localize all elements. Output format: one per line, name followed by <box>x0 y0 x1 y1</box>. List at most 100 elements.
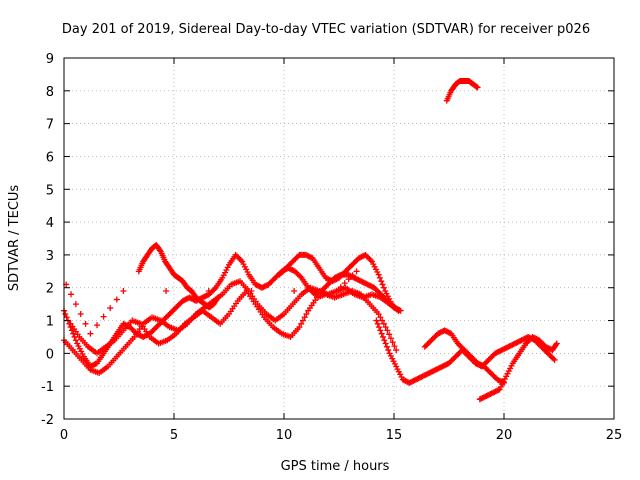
y-tick-label: 7 <box>46 118 54 133</box>
data-point <box>248 288 255 295</box>
data-point <box>353 268 360 275</box>
data-point <box>291 288 298 295</box>
data-point <box>553 340 560 347</box>
data-point <box>376 274 383 281</box>
data-point <box>94 322 100 329</box>
data-point <box>393 347 400 354</box>
data-point <box>378 278 385 285</box>
data-point <box>473 83 480 90</box>
data-point <box>386 331 393 338</box>
x-tick-labels: 0 5 10 15 20 25 <box>60 428 622 443</box>
data-point <box>389 339 396 346</box>
data-point <box>120 288 127 295</box>
data-point <box>367 257 374 264</box>
data-point <box>382 340 389 347</box>
data-point <box>63 314 70 321</box>
y-tick-label: -1 <box>41 380 54 395</box>
gridlines <box>64 58 614 419</box>
data-point <box>373 317 380 324</box>
series-arc-5 <box>276 251 402 314</box>
data-point <box>495 387 502 394</box>
y-tick-label: 2 <box>46 282 54 297</box>
data-point <box>345 276 352 283</box>
data-points <box>61 77 560 403</box>
data-point <box>211 286 218 293</box>
data-point <box>379 317 386 324</box>
data-point <box>387 335 394 342</box>
data-point <box>297 273 304 280</box>
data-point <box>380 320 387 327</box>
data-point <box>550 355 557 362</box>
x-tick-label: 15 <box>386 428 403 443</box>
data-point <box>72 337 79 344</box>
data-point <box>384 327 391 334</box>
data-point <box>383 343 390 350</box>
y-tick-label: 9 <box>46 52 54 67</box>
data-point <box>375 310 382 317</box>
x-tick-label: 25 <box>606 428 623 443</box>
data-point <box>337 284 344 291</box>
y-tick-label: 0 <box>46 347 54 362</box>
data-point <box>377 327 384 334</box>
y-tick-label: 6 <box>46 150 54 165</box>
data-point <box>379 281 386 288</box>
y-tick-label: 5 <box>46 183 54 198</box>
series-arc-9 <box>476 333 560 403</box>
data-point <box>333 288 340 295</box>
x-tick-label: 0 <box>60 428 68 443</box>
data-point <box>214 295 221 302</box>
data-point <box>82 320 89 327</box>
x-tick-label: 20 <box>496 428 513 443</box>
data-point <box>349 272 356 279</box>
data-point <box>341 280 348 287</box>
data-point <box>380 333 386 340</box>
data-point <box>377 314 384 321</box>
data-point <box>552 341 559 348</box>
data-point <box>107 305 114 312</box>
data-point <box>380 284 387 291</box>
plot-frame <box>63 57 615 420</box>
data-point <box>391 343 398 350</box>
data-point <box>394 306 401 313</box>
series-arc-8 <box>443 77 481 104</box>
data-point <box>296 324 303 331</box>
y-tick-label: -2 <box>41 413 54 428</box>
data-point <box>237 257 244 264</box>
data-point <box>205 288 212 295</box>
series-arc-3 <box>67 288 400 357</box>
y-tick-label: 4 <box>46 216 54 231</box>
data-point <box>385 347 392 354</box>
data-point <box>378 330 385 337</box>
series-arc-10 <box>63 268 360 337</box>
x-tick-label: 10 <box>276 428 293 443</box>
data-point <box>156 247 163 254</box>
data-point <box>381 337 388 344</box>
y-tick-label: 3 <box>46 249 54 264</box>
data-point <box>299 317 306 324</box>
data-point <box>87 330 94 337</box>
data-point <box>474 84 481 91</box>
y-tick-labels: -2 -1 0 1 2 3 4 5 6 7 8 9 <box>41 52 54 428</box>
axis-ticks <box>63 57 615 420</box>
data-point <box>301 314 308 321</box>
data-point <box>77 310 84 317</box>
data-point <box>303 310 310 317</box>
data-point <box>551 356 558 363</box>
data-point <box>100 313 107 320</box>
data-point <box>298 320 305 327</box>
data-point <box>395 307 402 314</box>
series-arc-4 <box>135 242 221 311</box>
y-tick-label: 8 <box>46 85 54 100</box>
data-point <box>382 324 389 331</box>
data-point <box>376 324 383 331</box>
data-point <box>374 320 381 327</box>
series-arc-7 <box>421 327 507 386</box>
x-tick-label: 5 <box>170 428 178 443</box>
x-axis-label: GPS time / hours <box>281 459 390 474</box>
data-point <box>72 301 79 308</box>
data-point <box>62 310 69 317</box>
y-axis-label: SDTVAR / TECUs <box>7 185 22 292</box>
chart-title: Day 201 of 2019, Sidereal Day-to-day VTE… <box>62 22 590 37</box>
data-point <box>375 271 382 278</box>
